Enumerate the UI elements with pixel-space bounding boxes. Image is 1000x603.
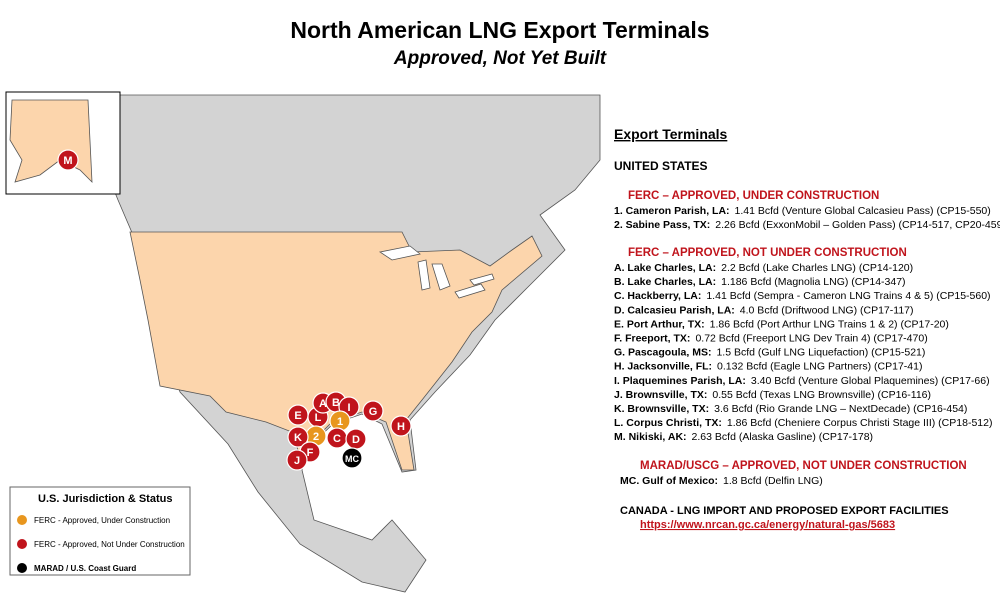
terminal-marker	[287, 426, 309, 448]
terminal-detail: 4.0 Bcfd (Driftwood LNG) (CP17-117)	[740, 304, 914, 316]
marker-label: 1	[337, 416, 343, 428]
legend-swatch	[17, 539, 27, 549]
terminal-name: D. Calcasieu Parish, LA:	[614, 304, 735, 316]
marker-label: A	[319, 398, 327, 410]
terminal-entry: H. Jacksonville, FL: 0.132 Bcfd (Eagle LN…	[614, 361, 922, 373]
terminal-list: Export Terminals UNITED STATES FERC – AP…	[614, 126, 1000, 531]
terminal-name: MC. Gulf of Mexico:	[620, 475, 718, 487]
terminal-detail: 1.86 Bcfd (Port Arthur LNG Trains 1 & 2)…	[710, 318, 949, 330]
terminal-marker	[286, 449, 308, 471]
terminal-entry: A. Lake Charles, LA: 2.2 Bcfd (Lake Charl…	[614, 262, 913, 274]
terminal-name: H. Jacksonville, FL:	[614, 361, 712, 373]
section-heading: FERC – APPROVED, UNDER CONSTRUCTION	[628, 190, 879, 202]
terminal-marker	[341, 447, 363, 469]
terminal-name: J. Brownsville, TX:	[614, 389, 707, 401]
terminal-name: K. Brownsville, TX:	[614, 403, 709, 415]
marker-label: M	[63, 155, 72, 167]
terminal-entry: L. Corpus Christi, TX: 1.86 Bcfd (Chenier…	[614, 417, 992, 429]
terminal-entry: G. Pascagoula, MS: 1.5 Bcfd (Gulf LNG Liq…	[614, 347, 925, 359]
terminal-marker	[390, 415, 412, 437]
terminal-detail: 1.41 Bcfd (Venture Global Calcasieu Pass…	[735, 205, 991, 217]
terminal-name: G. Pascagoula, MS:	[614, 347, 711, 359]
terminal-detail: 1.41 Bcfd (Sempra - Cameron LNG Trains 4…	[706, 290, 990, 302]
legend-label: FERC - Approved, Not Under Construction	[34, 540, 185, 549]
marker-label: MC	[345, 454, 359, 464]
terminal-detail: 3.6 Bcfd (Rio Grande LNG – NextDecade) (…	[714, 403, 967, 415]
terminal-detail: 3.40 Bcfd (Venture Global Plaquemines) (…	[751, 375, 990, 387]
section-heading: FERC – APPROVED, NOT UNDER CONSTRUCTION	[628, 247, 907, 259]
canada-link[interactable]: https://www.nrcan.gc.ca/energy/natural-g…	[640, 519, 895, 531]
marker-label: F	[307, 447, 314, 459]
terminal-entry: 2. Sabine Pass, TX: 2.26 Bcfd (ExxonMobil…	[614, 219, 1000, 231]
legend-swatch	[17, 563, 27, 573]
terminal-detail: 0.132 Bcfd (Eagle LNG Partners) (CP17-41…	[717, 361, 922, 373]
marker-label: L	[315, 412, 322, 424]
terminal-detail: 1.186 Bcfd (Magnolia LNG) (CP14-347)	[721, 276, 905, 288]
terminal-name: M. Nikiski, AK:	[614, 431, 687, 443]
terminal-detail: 0.72 Bcfd (Freeport LNG Dev Train 4) (CP…	[695, 333, 927, 345]
terminal-name: C. Hackberry, LA:	[614, 290, 701, 302]
terminal-name: E. Port Arthur, TX:	[614, 318, 705, 330]
legend-title: U.S. Jurisdiction & Status	[38, 493, 172, 505]
terminal-name: B. Lake Charles, LA:	[614, 276, 716, 288]
marker-label: C	[333, 433, 341, 445]
terminal-entry: C. Hackberry, LA: 1.41 Bcfd (Sempra - Cam…	[614, 290, 991, 302]
markers: E LA B I G H 1 2K C D FJ MC M	[57, 149, 412, 471]
terminal-detail: 1.86 Bcfd (Cheniere Corpus Christi Stage…	[727, 417, 993, 429]
terminal-name: F. Freeport, TX:	[614, 333, 690, 345]
title: North American LNG Export Terminals	[290, 17, 709, 43]
terminal-name: L. Corpus Christi, TX:	[614, 417, 722, 429]
terminal-detail: 0.55 Bcfd (Texas LNG Brownsville) (CP16-…	[712, 389, 931, 401]
legend: U.S. Jurisdiction & Status FERC - Approv…	[9, 486, 191, 576]
terminal-entry: E. Port Arthur, TX: 1.86 Bcfd (Port Arthu…	[614, 318, 949, 330]
marker-label: K	[294, 432, 302, 444]
terminal-entry: MC. Gulf of Mexico: 1.8 Bcfd (Delfin LNG)	[620, 475, 823, 487]
terminal-detail: 2.26 Bcfd (ExxonMobil – Golden Pass) (CP…	[715, 219, 1000, 231]
land-us	[129, 231, 543, 471]
terminal-name: A. Lake Charles, LA:	[614, 262, 716, 274]
legend-label: MARAD / U.S. Coast Guard	[34, 564, 136, 573]
marker-label: J	[294, 455, 300, 467]
terminal-entry: K. Brownsville, TX: 3.6 Bcfd (Rio Grande …	[614, 403, 967, 415]
terminal-name: I. Plaquemines Parish, LA:	[614, 375, 746, 387]
list-heading: Export Terminals	[614, 126, 728, 142]
canada-heading: CANADA - LNG IMPORT AND PROPOSED EXPORT …	[620, 505, 949, 517]
terminal-entry: F. Freeport, TX: 0.72 Bcfd (Freeport LNG …	[614, 333, 928, 345]
terminal-entry: D. Calcasieu Parish, LA: 4.0 Bcfd (Driftw…	[614, 304, 914, 316]
section-heading: MARAD/USCG – APPROVED, NOT UNDER CONSTRU…	[640, 460, 967, 472]
marker-label: 2	[313, 431, 319, 443]
terminal-marker	[362, 400, 384, 422]
terminal-detail: 1.8 Bcfd (Delfin LNG)	[723, 475, 823, 487]
terminal-entry: I. Plaquemines Parish, LA: 3.40 Bcfd (Ven…	[614, 375, 990, 387]
terminal-name: 2. Sabine Pass, TX:	[614, 219, 710, 231]
terminal-name: 1. Cameron Parish, LA:	[614, 205, 730, 217]
terminal-entry: J. Brownsville, TX: 0.55 Bcfd (Texas LNG …	[614, 389, 931, 401]
marker-label: E	[294, 410, 301, 422]
terminal-entry: B. Lake Charles, LA: 1.186 Bcfd (Magnolia…	[614, 276, 906, 288]
terminal-entry: M. Nikiski, AK: 2.63 Bcfd (Alaska Gasline…	[614, 431, 873, 443]
country: UNITED STATES	[614, 159, 708, 173]
marker-label: B	[332, 397, 340, 409]
terminal-detail: 2.63 Bcfd (Alaska Gasline) (CP17-178)	[692, 431, 874, 443]
great-lakes	[378, 245, 495, 299]
marker-label: G	[369, 406, 378, 418]
terminal-entry: 1. Cameron Parish, LA: 1.41 Bcfd (Venture…	[614, 205, 991, 217]
terminal-marker	[57, 149, 79, 171]
marker-label: I	[347, 402, 350, 414]
terminal-detail: 1.5 Bcfd (Gulf LNG Liquefaction) (CP15-5…	[716, 347, 925, 359]
marker-label: H	[397, 421, 405, 433]
legend-swatch	[17, 515, 27, 525]
marker-label: D	[352, 434, 360, 446]
subtitle: Approved, Not Yet Built	[393, 48, 607, 69]
terminal-detail: 2.2 Bcfd (Lake Charles LNG) (CP14-120)	[721, 262, 913, 274]
legend-box	[9, 486, 191, 576]
legend-label: FERC - Approved, Under Construction	[34, 516, 170, 525]
map	[5, 91, 601, 593]
